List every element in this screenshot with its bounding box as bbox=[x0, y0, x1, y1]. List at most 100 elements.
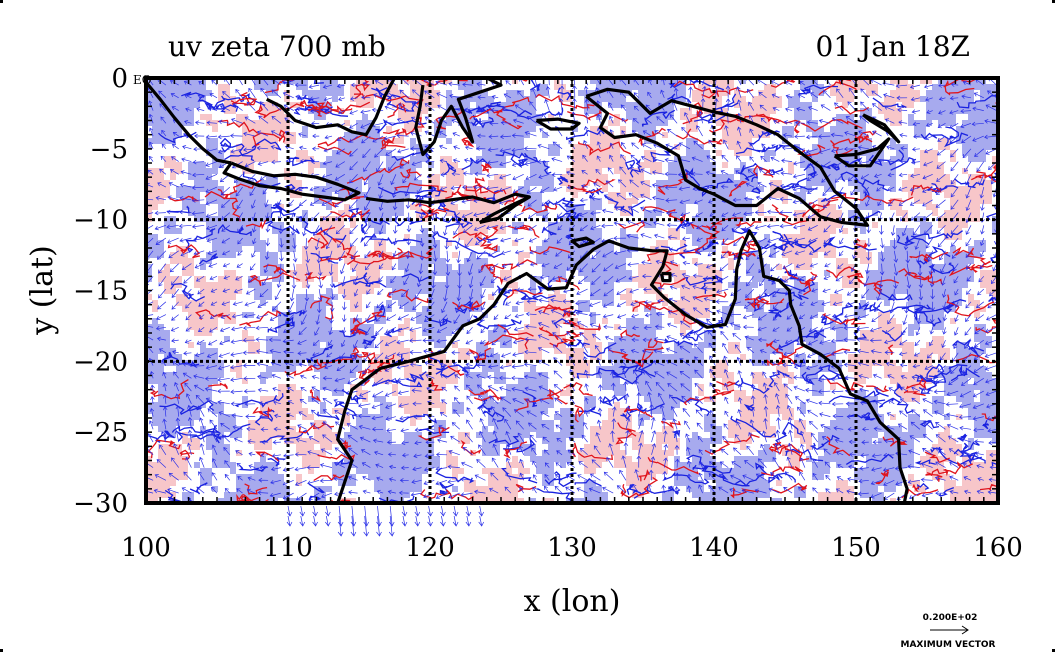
negative-cell bbox=[920, 120, 926, 126]
positive-cell bbox=[770, 96, 776, 102]
positive-cell bbox=[716, 108, 722, 114]
negative-cell bbox=[986, 396, 992, 402]
positive-cell bbox=[590, 150, 596, 156]
positive-cell bbox=[704, 294, 710, 300]
positive-cell bbox=[236, 288, 242, 294]
negative-cell bbox=[194, 186, 200, 192]
negative-cell bbox=[956, 366, 962, 372]
positive-cell bbox=[968, 174, 974, 180]
negative-cell bbox=[698, 180, 704, 186]
positive-cell bbox=[434, 186, 440, 192]
negative-cell bbox=[848, 138, 854, 144]
negative-cell bbox=[362, 414, 368, 420]
negative-cell bbox=[812, 336, 818, 342]
negative-cell bbox=[962, 366, 968, 372]
negative-cell bbox=[368, 192, 374, 198]
negative-cell bbox=[944, 294, 950, 300]
negative-cell bbox=[842, 420, 848, 426]
positive-cell bbox=[230, 318, 236, 324]
positive-cell bbox=[182, 294, 188, 300]
negative-cell bbox=[608, 78, 614, 84]
negative-cell bbox=[752, 456, 758, 462]
positive-cell bbox=[860, 240, 866, 246]
negative-cell bbox=[692, 174, 698, 180]
negative-cell bbox=[278, 366, 284, 372]
negative-cell bbox=[560, 420, 566, 426]
negative-cell bbox=[338, 372, 344, 378]
negative-cell bbox=[722, 222, 728, 228]
negative-cell bbox=[488, 156, 494, 162]
positive-cell bbox=[716, 84, 722, 90]
negative-cell bbox=[212, 246, 218, 252]
negative-cell bbox=[500, 120, 506, 126]
negative-cell bbox=[842, 156, 848, 162]
positive-cell bbox=[572, 324, 578, 330]
negative-cell bbox=[644, 354, 650, 360]
negative-cell bbox=[272, 180, 278, 186]
negative-cell bbox=[884, 270, 890, 276]
negative-cell bbox=[434, 456, 440, 462]
negative-cell bbox=[956, 276, 962, 282]
negative-cell bbox=[698, 480, 704, 486]
negative-cell bbox=[662, 198, 668, 204]
negative-cell bbox=[560, 234, 566, 240]
negative-cell bbox=[764, 456, 770, 462]
negative-cell bbox=[830, 348, 836, 354]
negative-cell bbox=[656, 348, 662, 354]
negative-cell bbox=[398, 204, 404, 210]
negative-cell bbox=[242, 474, 248, 480]
positive-cell bbox=[914, 198, 920, 204]
negative-cell bbox=[170, 108, 176, 114]
negative-cell bbox=[578, 270, 584, 276]
positive-cell bbox=[404, 114, 410, 120]
negative-cell bbox=[392, 282, 398, 288]
positive-cell bbox=[740, 108, 746, 114]
negative-cell bbox=[704, 228, 710, 234]
positive-cell bbox=[596, 126, 602, 132]
positive-cell bbox=[488, 210, 494, 216]
positive-cell bbox=[590, 132, 596, 138]
positive-cell bbox=[680, 324, 686, 330]
positive-cell bbox=[206, 288, 212, 294]
positive-cell bbox=[620, 294, 626, 300]
negative-cell bbox=[872, 270, 878, 276]
positive-cell bbox=[764, 96, 770, 102]
positive-cell bbox=[734, 90, 740, 96]
negative-cell bbox=[314, 318, 320, 324]
positive-cell bbox=[356, 270, 362, 276]
positive-cell bbox=[980, 306, 986, 312]
negative-cell bbox=[674, 84, 680, 90]
positive-cell bbox=[830, 294, 836, 300]
negative-cell bbox=[392, 444, 398, 450]
negative-cell bbox=[908, 300, 914, 306]
negative-cell bbox=[416, 186, 422, 192]
negative-cell bbox=[416, 180, 422, 186]
negative-cell bbox=[470, 168, 476, 174]
negative-cell bbox=[536, 384, 542, 390]
negative-cell bbox=[506, 414, 512, 420]
negative-cell bbox=[194, 84, 200, 90]
positive-cell bbox=[452, 252, 458, 258]
negative-cell bbox=[194, 402, 200, 408]
negative-cell bbox=[698, 156, 704, 162]
negative-cell bbox=[254, 240, 260, 246]
positive-cell bbox=[158, 186, 164, 192]
negative-cell bbox=[548, 150, 554, 156]
negative-cell bbox=[248, 228, 254, 234]
negative-cell bbox=[650, 210, 656, 216]
negative-cell bbox=[278, 246, 284, 252]
negative-cell bbox=[578, 246, 584, 252]
negative-cell bbox=[302, 126, 308, 132]
positive-cell bbox=[458, 180, 464, 186]
negative-cell bbox=[722, 204, 728, 210]
negative-cell bbox=[878, 156, 884, 162]
negative-cell bbox=[956, 270, 962, 276]
negative-cell bbox=[536, 372, 542, 378]
positive-cell bbox=[242, 168, 248, 174]
negative-cell bbox=[272, 264, 278, 270]
negative-cell bbox=[440, 258, 446, 264]
negative-cell bbox=[716, 186, 722, 192]
positive-cell bbox=[572, 186, 578, 192]
positive-cell bbox=[356, 102, 362, 108]
negative-cell bbox=[836, 144, 842, 150]
